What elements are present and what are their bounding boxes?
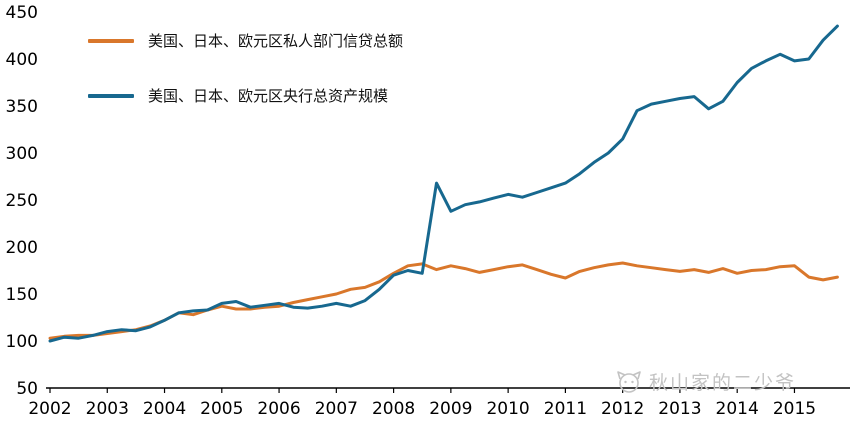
series-line-1 bbox=[48, 24, 839, 343]
x-tick-label: 2013 bbox=[658, 399, 701, 419]
watermark: 秋山家的二少爷 bbox=[616, 368, 796, 395]
x-tick-label: 2015 bbox=[773, 399, 816, 419]
x-tick-label: 2012 bbox=[601, 399, 644, 419]
x-tick-label: 2014 bbox=[716, 399, 759, 419]
x-tick-label: 2005 bbox=[200, 399, 243, 419]
x-tick-label: 2009 bbox=[429, 399, 472, 419]
series-line-0 bbox=[48, 261, 839, 340]
x-tick-label: 2004 bbox=[143, 399, 186, 419]
x-tick-label: 2006 bbox=[257, 399, 300, 419]
legend-item-private-credit: 美国、日本、欧元区私人部门信贷总额 bbox=[88, 30, 403, 51]
y-tick-label: 300 bbox=[6, 144, 38, 164]
x-tick-label: 2007 bbox=[315, 399, 358, 419]
watermark-text: 秋山家的二少爷 bbox=[648, 372, 796, 394]
legend-label-central-bank-assets: 美国、日本、欧元区央行总资产规模 bbox=[148, 87, 389, 105]
x-tick-label: 2008 bbox=[372, 399, 415, 419]
x-tick-label: 2002 bbox=[28, 399, 71, 419]
y-tick-label: 250 bbox=[6, 191, 38, 211]
legend-swatch-blue bbox=[88, 93, 134, 98]
y-tick-label: 200 bbox=[6, 238, 38, 258]
legend-label-private-credit: 美国、日本、欧元区私人部门信贷总额 bbox=[148, 32, 404, 50]
y-tick-label: 50 bbox=[16, 379, 38, 399]
cat-face-icon bbox=[616, 370, 642, 394]
legend-item-central-bank-assets: 美国、日本、欧元区央行总资产规模 bbox=[88, 85, 403, 106]
y-tick-label: 450 bbox=[6, 3, 38, 23]
legend-swatch-orange bbox=[88, 38, 134, 43]
y-tick-label: 100 bbox=[6, 332, 38, 352]
x-tick-label: 2010 bbox=[486, 399, 529, 419]
x-tick-label: 2003 bbox=[86, 399, 129, 419]
chart-legend: 美国、日本、欧元区私人部门信贷总额 美国、日本、欧元区央行总资产规模 bbox=[88, 30, 403, 106]
y-tick-label: 400 bbox=[6, 50, 38, 70]
y-tick-label: 150 bbox=[6, 285, 38, 305]
y-tick-label: 350 bbox=[6, 97, 38, 117]
x-tick-label: 2011 bbox=[544, 399, 587, 419]
